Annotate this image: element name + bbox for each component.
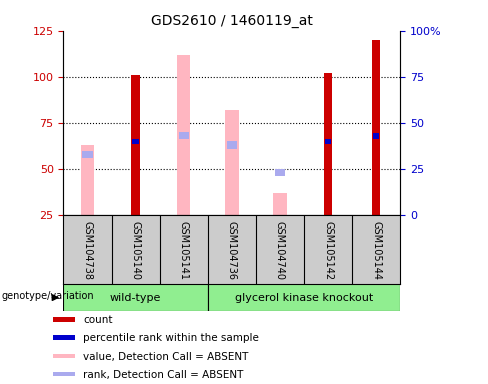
Bar [63,284,208,311]
Text: GSM105144: GSM105144 [371,220,381,280]
Text: glycerol kinase knockout: glycerol kinase knockout [235,293,373,303]
Bar [53,372,75,376]
Bar [324,73,332,215]
Bar [372,40,381,215]
Text: count: count [83,315,113,325]
Text: GSM105141: GSM105141 [179,220,189,280]
Text: percentile rank within the sample: percentile rank within the sample [83,333,259,343]
Text: GSM104740: GSM104740 [275,220,285,280]
Text: wild-type: wild-type [110,293,161,303]
Bar [373,133,380,139]
Bar [132,139,139,144]
Bar [275,169,285,176]
Bar [53,336,75,340]
Bar [208,284,400,311]
Text: GSM104736: GSM104736 [227,220,237,280]
Bar [131,75,140,215]
Text: rank, Detection Call = ABSENT: rank, Detection Call = ABSENT [83,370,244,380]
Text: value, Detection Call = ABSENT: value, Detection Call = ABSENT [83,352,248,362]
Text: genotype/variation: genotype/variation [1,291,94,301]
Bar [225,110,239,215]
Bar [227,141,237,149]
Bar [273,193,286,215]
Bar [81,145,94,215]
Bar [177,55,190,215]
Bar [53,354,75,358]
Bar [82,151,93,158]
Bar [179,132,189,139]
Title: GDS2610 / 1460119_at: GDS2610 / 1460119_at [151,14,313,28]
Bar [53,317,75,322]
Bar [325,139,331,144]
Text: GSM105140: GSM105140 [131,220,141,280]
Text: GSM104738: GSM104738 [82,220,93,280]
Text: GSM105142: GSM105142 [323,220,333,280]
